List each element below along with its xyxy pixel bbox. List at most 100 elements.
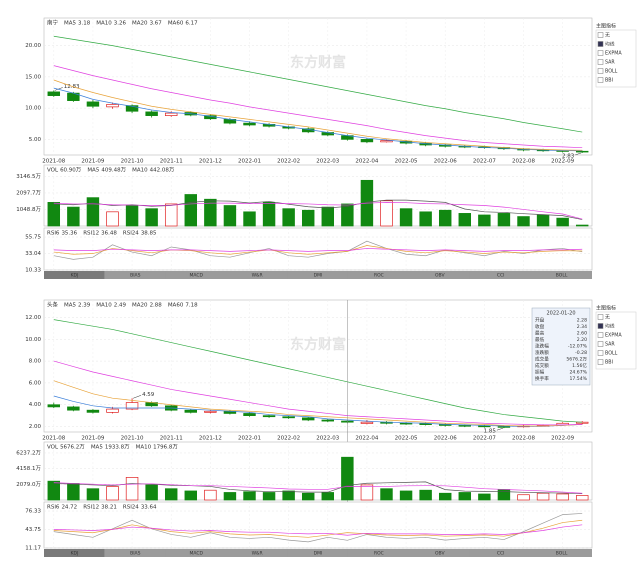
- tab-label[interactable]: MACD: [189, 551, 203, 557]
- high-annotation: 4.59: [142, 392, 155, 398]
- menu-checkbox[interactable]: [597, 350, 604, 356]
- y-tick-label: 20.00: [25, 43, 41, 49]
- tab[interactable]: [470, 271, 531, 279]
- tab-label[interactable]: CCI: [497, 551, 505, 557]
- tab[interactable]: [348, 271, 409, 279]
- x-tick-label: 2021-12: [199, 436, 222, 442]
- legend-name: MA10: [96, 21, 112, 27]
- legend-value: 6.17: [185, 21, 198, 27]
- tab[interactable]: [44, 549, 105, 557]
- menu-checkbox[interactable]: [597, 341, 604, 347]
- volume-bar: [478, 493, 491, 501]
- menu-option[interactable]: BOLL: [605, 351, 618, 357]
- menu-checkbox[interactable]: [597, 41, 604, 47]
- tab[interactable]: [165, 271, 227, 279]
- menu-checkbox[interactable]: [597, 359, 604, 365]
- indicator-line: [53, 240, 583, 260]
- tooltip-label: 最高: [535, 330, 545, 337]
- menu-option[interactable]: BBI: [605, 78, 613, 84]
- tab-label[interactable]: W&R: [252, 273, 263, 279]
- tab-label[interactable]: KDJ: [71, 551, 79, 557]
- tab[interactable]: [44, 271, 105, 279]
- menu-option[interactable]: EXPMA: [605, 333, 622, 339]
- indicator-line: [53, 202, 583, 220]
- indicator-line: [53, 482, 583, 494]
- menu-option[interactable]: 均线: [605, 323, 615, 330]
- x-tick-label: 2021-11: [160, 159, 183, 165]
- candle-body: [243, 413, 256, 416]
- tab-label[interactable]: ROC: [374, 273, 384, 279]
- tab-label[interactable]: DMI: [314, 273, 323, 279]
- menu-checkbox[interactable]: [597, 332, 604, 338]
- low-annotation: 2.83: [562, 153, 575, 159]
- menu-option[interactable]: SAR: [605, 342, 615, 348]
- volume-bar: [575, 495, 589, 501]
- tab-label[interactable]: MACD: [189, 273, 203, 279]
- legend-name: MA5: [64, 303, 77, 309]
- legend-value: 36.48: [101, 231, 117, 237]
- tab[interactable]: [287, 549, 348, 557]
- y-tick-label: 3146.5万: [16, 173, 41, 180]
- tab[interactable]: [226, 271, 288, 279]
- tab[interactable]: [470, 549, 531, 557]
- tooltip-value: 1.56亿: [572, 362, 587, 369]
- tab-label[interactable]: OBV: [435, 273, 445, 279]
- x-tick-label: 2022-07: [473, 436, 496, 442]
- tab-label[interactable]: CCI: [497, 273, 505, 279]
- menu-option[interactable]: 均线: [605, 41, 615, 48]
- menu-checkbox[interactable]: [597, 68, 604, 74]
- tab-label[interactable]: BIAS: [130, 551, 140, 557]
- tab-label[interactable]: BOLL: [556, 273, 568, 279]
- legend-value: 3.18: [78, 21, 91, 27]
- tab-label[interactable]: BIAS: [130, 273, 140, 279]
- tooltip-label: 涨跌额: [535, 349, 549, 356]
- tab[interactable]: [287, 271, 348, 279]
- tab[interactable]: [531, 549, 592, 557]
- tab-label[interactable]: DMI: [314, 551, 323, 557]
- menu-checkbox[interactable]: [597, 314, 604, 320]
- menu-checkbox[interactable]: [597, 50, 604, 56]
- menu-checkbox[interactable]: [597, 32, 604, 38]
- tab[interactable]: [104, 549, 166, 557]
- tab[interactable]: [531, 271, 592, 279]
- tab[interactable]: [409, 271, 470, 279]
- tab[interactable]: [348, 549, 409, 557]
- tab[interactable]: [104, 271, 166, 279]
- volume-bar: [223, 492, 237, 501]
- menu-option[interactable]: SAR: [605, 60, 615, 66]
- tab-label[interactable]: KDJ: [71, 273, 79, 279]
- candle-body: [184, 409, 198, 413]
- tab-label[interactable]: W&R: [252, 551, 263, 557]
- y-tick-label: 2079.0万: [16, 481, 41, 488]
- candle-body: [360, 421, 374, 424]
- tab-label[interactable]: ROC: [374, 551, 384, 557]
- tooltip-date: 2022-01-20: [546, 311, 575, 317]
- tab[interactable]: [165, 549, 227, 557]
- y-tick-label: 76.33: [25, 509, 41, 515]
- volume-bar: [438, 209, 452, 227]
- legend-value: 409.48万: [101, 167, 126, 174]
- menu-checkbox[interactable]: [597, 323, 604, 329]
- menu-checkbox[interactable]: [597, 77, 604, 83]
- tab[interactable]: [226, 549, 288, 557]
- y-tick-label: 10.00: [25, 106, 41, 112]
- chart-title: 头条: [47, 301, 59, 309]
- menu-option[interactable]: EXPMA: [605, 51, 622, 57]
- y-tick-label: 43.75: [25, 527, 41, 533]
- x-tick-label: 2021-09: [81, 159, 104, 165]
- indicator-line: [53, 524, 583, 536]
- legend-name: VOL: [47, 445, 59, 451]
- tab-label[interactable]: BOLL: [556, 551, 568, 557]
- y-tick-label: 2097.7万: [16, 189, 41, 196]
- tab-label[interactable]: OBV: [435, 551, 445, 557]
- menu-option[interactable]: 无: [605, 315, 610, 321]
- tab[interactable]: [409, 549, 470, 557]
- menu-option[interactable]: BBI: [605, 360, 613, 366]
- volume-bar: [536, 492, 550, 501]
- candle-body: [125, 402, 139, 410]
- menu-option[interactable]: BOLL: [605, 69, 618, 75]
- volume-bar: [282, 490, 295, 501]
- menu-checkbox[interactable]: [597, 59, 604, 65]
- y-tick-label: 2.00: [29, 424, 42, 430]
- menu-option[interactable]: 无: [605, 33, 610, 39]
